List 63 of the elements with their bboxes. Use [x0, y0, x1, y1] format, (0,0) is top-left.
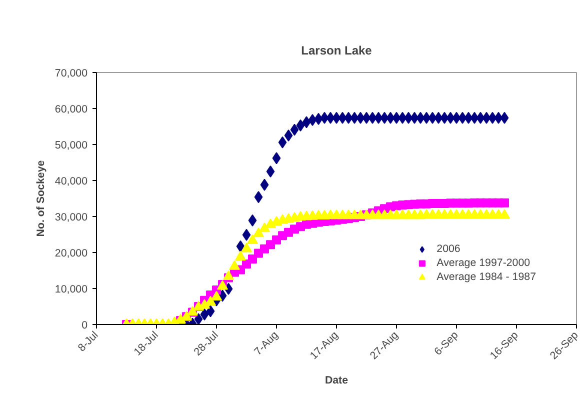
point — [386, 112, 395, 124]
y-tick-label: 70,000 — [54, 68, 88, 80]
point — [428, 112, 437, 124]
point — [194, 313, 203, 324]
point — [464, 112, 473, 124]
point — [290, 124, 299, 136]
point — [314, 112, 323, 125]
x-axis-title: Date — [324, 374, 348, 386]
point — [446, 112, 455, 124]
point — [458, 112, 467, 124]
point — [260, 178, 269, 191]
point — [374, 112, 383, 124]
point — [236, 240, 245, 252]
point — [362, 112, 371, 124]
legend-label: Average 1997-2000 — [436, 256, 530, 270]
point — [254, 191, 263, 204]
point — [434, 112, 443, 124]
point — [356, 112, 365, 124]
point — [344, 112, 353, 124]
y-tick-label: 40,000 — [54, 176, 88, 188]
legend-label: Average 1984 - 1987 — [436, 270, 536, 284]
point — [350, 112, 359, 124]
point — [494, 112, 503, 124]
point — [266, 166, 275, 178]
point — [326, 112, 335, 124]
point — [500, 198, 509, 208]
point — [302, 116, 311, 128]
point — [440, 112, 449, 124]
point — [452, 112, 461, 124]
y-tick-label: 60,000 — [54, 104, 88, 116]
point — [242, 228, 251, 241]
chart-title: Larson Lake — [301, 44, 372, 58]
point — [200, 308, 209, 320]
y-tick-label: 50,000 — [54, 140, 88, 152]
point — [284, 130, 293, 142]
point — [410, 112, 419, 124]
point — [320, 112, 329, 124]
point — [272, 152, 281, 164]
point — [278, 136, 287, 148]
point — [368, 112, 377, 124]
legend-label: 2006 — [436, 242, 460, 256]
y-tick-label: 10,000 — [54, 284, 88, 296]
point — [296, 119, 305, 132]
point — [404, 112, 413, 124]
point — [332, 112, 341, 124]
point — [398, 112, 407, 124]
point — [470, 112, 479, 124]
point — [338, 112, 347, 124]
y-tick-label: 20,000 — [54, 248, 88, 260]
point — [248, 214, 257, 226]
point — [476, 112, 485, 124]
y-axis-title: No. of Sockeye — [34, 160, 47, 237]
point — [308, 114, 317, 126]
point — [500, 112, 509, 124]
y-tick-label: 0 — [82, 320, 88, 332]
point — [206, 305, 215, 318]
point — [422, 112, 431, 124]
point — [380, 112, 389, 124]
point — [416, 112, 425, 124]
y-tick-label: 30,000 — [54, 212, 88, 224]
point — [488, 112, 497, 124]
point — [392, 112, 401, 124]
point — [482, 112, 491, 124]
